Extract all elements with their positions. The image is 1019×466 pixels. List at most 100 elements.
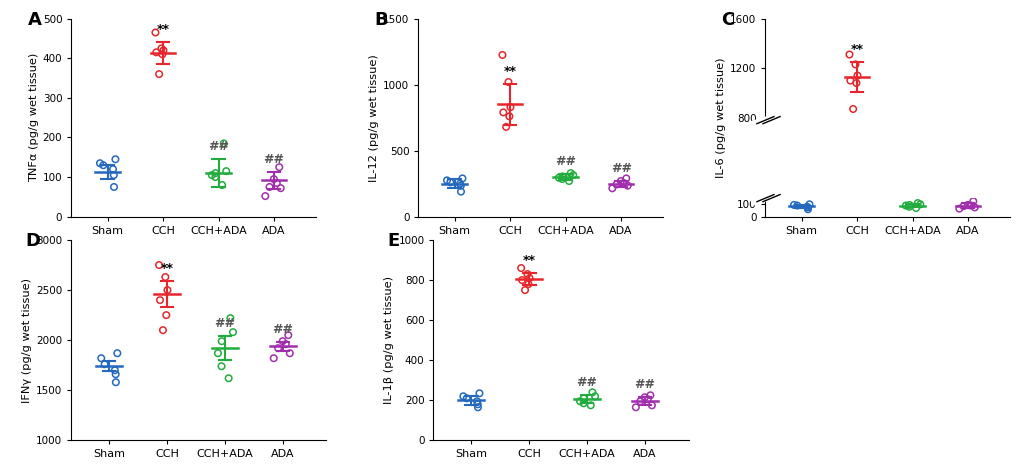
Point <box>514 276 530 284</box>
Point <box>619 182 635 189</box>
Point <box>207 173 223 181</box>
Point <box>607 181 624 188</box>
Text: E: E <box>387 232 399 250</box>
Point <box>148 48 164 56</box>
Point <box>218 167 234 175</box>
Y-axis label: IL-1β (pg/g wet tissue): IL-1β (pg/g wet tissue) <box>384 276 393 404</box>
Point <box>519 270 535 278</box>
Point <box>222 315 238 322</box>
Y-axis label: TNFα (pg/g wet tissue): TNFα (pg/g wet tissue) <box>29 53 39 182</box>
Point <box>842 77 858 84</box>
Point <box>901 201 917 209</box>
Point <box>553 173 570 180</box>
Point <box>550 174 567 181</box>
Point <box>453 175 470 182</box>
Point <box>513 264 529 272</box>
Point <box>274 337 290 345</box>
Point <box>469 397 485 405</box>
Point <box>582 402 598 409</box>
Point <box>841 51 857 58</box>
Point <box>520 281 536 288</box>
Point <box>798 203 814 211</box>
Point <box>207 170 223 177</box>
Point <box>277 341 293 348</box>
Point <box>452 188 469 195</box>
Point <box>438 177 454 184</box>
Y-axis label: IL-12 (pg/g wet tissue): IL-12 (pg/g wet tissue) <box>369 54 379 182</box>
Point <box>584 389 600 396</box>
Point <box>95 162 111 169</box>
Bar <box>764 120 1009 198</box>
Point <box>451 180 468 187</box>
Point <box>785 201 801 209</box>
Point <box>107 366 123 374</box>
Text: ##: ## <box>272 322 293 336</box>
Point <box>154 51 170 58</box>
Text: ##: ## <box>554 155 576 168</box>
Point <box>799 204 815 211</box>
Point <box>494 51 511 59</box>
Text: **: ** <box>522 254 535 267</box>
Point <box>151 261 167 269</box>
Text: ##: ## <box>901 185 922 198</box>
Text: A: A <box>28 11 41 29</box>
Point <box>107 370 123 378</box>
Point <box>158 311 174 319</box>
Point <box>469 401 485 408</box>
Text: ##: ## <box>576 376 597 389</box>
Point <box>155 326 171 334</box>
Text: **: ** <box>850 43 863 56</box>
Point <box>575 395 591 402</box>
Point <box>966 204 982 211</box>
Point <box>454 392 471 400</box>
Point <box>494 109 511 116</box>
Text: D: D <box>25 232 41 250</box>
Point <box>627 404 643 411</box>
Point <box>636 394 652 401</box>
Point <box>801 200 817 208</box>
Point <box>265 355 281 362</box>
Point <box>497 123 514 130</box>
Point <box>220 375 236 382</box>
Point <box>639 396 655 403</box>
Point <box>562 170 579 177</box>
Point <box>470 404 486 411</box>
Point <box>272 185 288 192</box>
Point <box>471 390 487 397</box>
Point <box>109 350 125 357</box>
Text: **: ** <box>503 65 516 78</box>
Point <box>847 61 863 68</box>
Point <box>459 395 475 402</box>
Point <box>560 177 577 185</box>
Point <box>501 103 518 111</box>
Point <box>155 47 171 54</box>
Point <box>575 399 591 407</box>
Point <box>452 182 469 189</box>
Text: C: C <box>720 11 734 29</box>
Point <box>97 361 113 368</box>
Text: ##: ## <box>214 317 235 330</box>
Point <box>280 331 297 339</box>
Text: ##: ## <box>610 162 631 175</box>
Point <box>849 72 865 79</box>
Point <box>108 378 124 386</box>
Point <box>643 402 659 409</box>
Point <box>441 178 458 186</box>
Point <box>261 183 277 191</box>
Point <box>615 179 632 187</box>
Point <box>281 350 298 357</box>
Text: B: B <box>374 11 387 29</box>
Point <box>586 392 602 400</box>
Point <box>105 165 121 173</box>
Y-axis label: IFNγ (pg/g wet tissue): IFNγ (pg/g wet tissue) <box>22 278 32 403</box>
Point <box>213 363 229 370</box>
Text: ##: ## <box>208 140 229 153</box>
Point <box>106 183 122 191</box>
Y-axis label: IL-6 (pg/g wet tissue): IL-6 (pg/g wet tissue) <box>715 57 726 178</box>
Point <box>151 70 167 78</box>
Point <box>210 350 226 357</box>
Point <box>844 105 860 113</box>
Point <box>271 164 287 171</box>
Point <box>92 159 108 167</box>
Point <box>500 113 517 120</box>
